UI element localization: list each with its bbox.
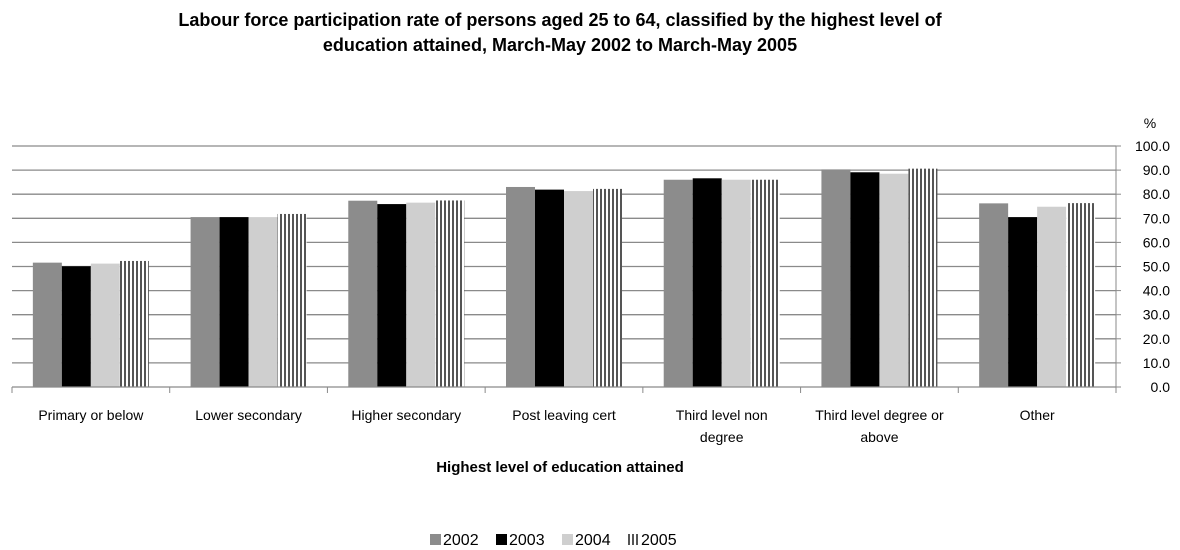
bars bbox=[32, 168, 1096, 387]
x-tick-label: Primary or below bbox=[38, 407, 144, 423]
x-tick-label: Other bbox=[1020, 407, 1055, 423]
y-tick-label: 70.0 bbox=[1143, 210, 1170, 226]
legend-label-2005: 2005 bbox=[641, 532, 677, 549]
bar-2003-2 bbox=[219, 217, 249, 387]
y-unit-label: % bbox=[1144, 115, 1156, 131]
y-tick-label: 90.0 bbox=[1143, 162, 1170, 178]
y-tick-label: 20.0 bbox=[1143, 331, 1170, 347]
axes bbox=[11, 145, 1121, 393]
y-tick-label: 30.0 bbox=[1143, 307, 1170, 323]
y-tick-label: 60.0 bbox=[1143, 234, 1170, 250]
bar-2004-3 bbox=[406, 202, 436, 387]
bar-2002-2 bbox=[190, 217, 220, 387]
legend-label-2003: 2003 bbox=[509, 532, 545, 549]
bar-2004-7 bbox=[1037, 206, 1067, 387]
bar-2005-5 bbox=[750, 179, 780, 387]
y-tick-label: 0.0 bbox=[1151, 379, 1171, 395]
y-tick-label: 80.0 bbox=[1143, 186, 1170, 202]
bar-2003-4 bbox=[535, 189, 564, 387]
legend: 2002 2003 2004 2005 bbox=[430, 532, 677, 549]
bar-2004-5 bbox=[721, 179, 751, 387]
bar-2002-3 bbox=[348, 200, 378, 387]
x-tick-label: Third level degree or above bbox=[815, 407, 944, 445]
x-axis-title: Highest level of education attained bbox=[436, 459, 684, 476]
bar-2003-5 bbox=[692, 178, 722, 387]
bar-2003-1 bbox=[61, 266, 91, 387]
bar-2003-6 bbox=[850, 172, 880, 387]
legend-label-2004: 2004 bbox=[575, 532, 611, 549]
legend-swatch-2003 bbox=[496, 534, 507, 545]
y-tick-label: 50.0 bbox=[1143, 259, 1170, 275]
bar-2004-1 bbox=[90, 263, 120, 387]
y-tick-labels: 0.0 10.0 20.0 30.0 40.0 50.0 60.0 70.0 80.0 90.0 1… bbox=[1135, 138, 1170, 395]
bar-2004-6 bbox=[879, 173, 909, 387]
bar-2005-6 bbox=[908, 168, 938, 387]
legend-swatch-2002 bbox=[430, 534, 441, 545]
bar-2005-7 bbox=[1066, 203, 1096, 387]
bar-2002-7 bbox=[979, 203, 1009, 387]
bar-2002-5 bbox=[663, 179, 693, 387]
bar-2003-3 bbox=[377, 204, 407, 387]
x-tick-label: Third level non degree bbox=[676, 407, 768, 445]
bar-2003-7 bbox=[1008, 217, 1038, 387]
bar-2002-4 bbox=[506, 186, 535, 387]
legend-label-2002: 2002 bbox=[443, 532, 479, 549]
x-tick-label: Higher secondary bbox=[351, 407, 461, 423]
x-tick-label: Post leaving cert bbox=[512, 407, 616, 423]
y-tick-label: 10.0 bbox=[1143, 355, 1170, 371]
bar-2002-1 bbox=[32, 262, 62, 387]
chart-title-line-2: education attained, March-May 2002 to Ma… bbox=[323, 35, 797, 55]
bar-2005-1 bbox=[119, 260, 149, 387]
bar-2004-4 bbox=[564, 191, 593, 387]
bar-2005-4 bbox=[593, 188, 622, 387]
y-tick-label: 40.0 bbox=[1143, 283, 1170, 299]
chart-title-line-1: Labour force participation rate of perso… bbox=[178, 10, 942, 30]
bar-2004-2 bbox=[248, 217, 278, 387]
x-tick-labels: Primary or below Lower secondary Higher se… bbox=[38, 407, 1055, 445]
bar-2002-6 bbox=[821, 169, 851, 387]
legend-swatch-2005 bbox=[628, 534, 639, 545]
legend-swatch-2004 bbox=[562, 534, 573, 545]
bar-2005-3 bbox=[435, 200, 465, 387]
x-tick-label: Lower secondary bbox=[195, 407, 302, 423]
y-tick-label: 100.0 bbox=[1135, 138, 1170, 154]
bar-2005-2 bbox=[277, 213, 307, 387]
